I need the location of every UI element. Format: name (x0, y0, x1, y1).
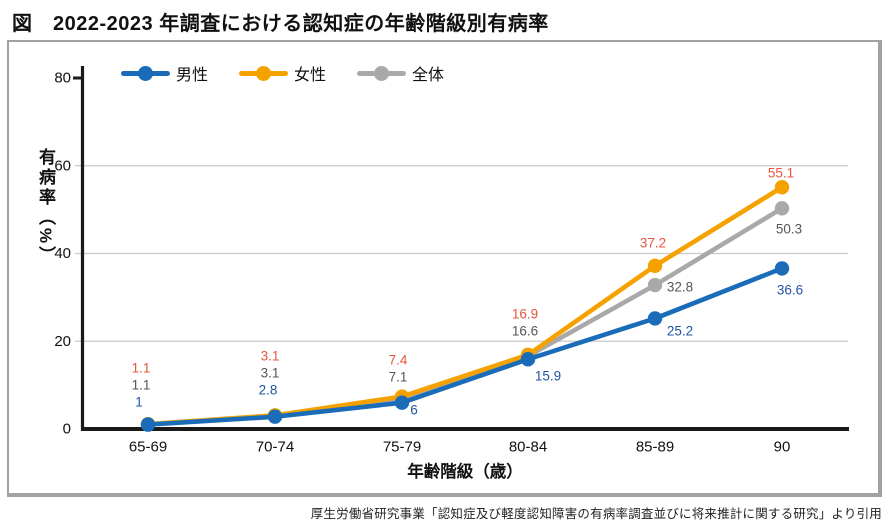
legend-label-female: 女性 (294, 67, 327, 84)
male-point (394, 395, 410, 410)
legend-item-overall: 全体 (357, 61, 444, 85)
female-data-label: 7.4 (389, 353, 408, 368)
x-tick-label: 90 (774, 439, 791, 456)
female-data-label: 1.1 (132, 361, 151, 376)
source-citation: 厚生労働省研究事業「認知症及び軽度認知障害の有病率調査並びに将来推計に関する研究… (310, 507, 882, 521)
x-axis-title: 年齢階級（歳） (407, 461, 523, 481)
male-point (267, 409, 283, 424)
chart-frame: 男性 女性 全体 有病率（%） 0 20 40 60 80 65-69 70-74 75-79… (7, 40, 882, 497)
figure-label: 図 (12, 13, 32, 35)
line-marker-icon (239, 65, 289, 82)
female-data-label: 3.1 (261, 349, 280, 364)
y-tick-label: 80 (54, 70, 71, 87)
overall-data-label: 32.8 (667, 280, 693, 295)
female-data-label: 55.1 (768, 166, 794, 181)
male-data-label: 2.8 (259, 383, 278, 398)
overall-data-label: 1.1 (132, 378, 151, 393)
male-data-label: 1 (135, 395, 143, 410)
female-point (774, 180, 790, 195)
overall-data-label: 50.3 (776, 222, 802, 237)
male-data-label: 6 (410, 403, 418, 418)
overall-data-label: 16.6 (512, 324, 538, 339)
legend-item-male: 男性 (121, 61, 208, 85)
x-tick-label: 75-79 (383, 439, 421, 456)
y-tick-label: 60 (54, 157, 71, 174)
x-tick-label: 80-84 (509, 439, 547, 456)
line-marker-icon (357, 65, 407, 82)
x-tick-label: 70-74 (256, 439, 294, 456)
male-point (774, 261, 790, 276)
overall-line (145, 206, 785, 427)
legend-dot (374, 65, 390, 81)
overall-point (774, 201, 790, 216)
x-tick-label: 65-69 (129, 439, 167, 456)
male-data-label: 36.6 (777, 283, 803, 298)
legend-dot (138, 65, 153, 81)
male-data-label: 15.9 (535, 369, 561, 384)
x-tick-label: 85-89 (636, 439, 674, 456)
legend-dot (256, 65, 272, 81)
female-point (647, 258, 663, 273)
line-marker-icon (121, 65, 170, 82)
prevalence-line-chart: 0 20 40 60 80 65-69 70-74 75-79 80-84 85-89 90 年齢階級… (54, 66, 849, 481)
male-data-label: 25.2 (667, 324, 693, 339)
figure-title-row: 図 2022-2023 年調査における認知症の年齢階級別有病率 (12, 7, 549, 36)
y-tick-label: 20 (54, 333, 71, 350)
male-point (140, 417, 156, 432)
female-data-label: 37.2 (640, 236, 666, 251)
y-axis-title: 有病率（%） (36, 148, 55, 267)
chart-legend: 男性 女性 全体 (121, 61, 444, 85)
overall-point (647, 277, 663, 293)
male-point (520, 352, 536, 367)
male-point (647, 311, 663, 326)
male-line (145, 266, 785, 427)
female-data-label: 16.9 (512, 307, 538, 322)
legend-label-male: 男性 (176, 67, 209, 84)
overall-data-label: 7.1 (389, 370, 408, 385)
y-tick-label: 40 (54, 245, 71, 262)
legend-label-overall: 全体 (412, 67, 445, 84)
legend-item-female: 女性 (239, 61, 326, 85)
page-title: 2022-2023 年調査における認知症の年齢階級別有病率 (53, 13, 549, 35)
y-tick-label: 0 (63, 421, 71, 438)
overall-data-label: 3.1 (261, 366, 280, 381)
